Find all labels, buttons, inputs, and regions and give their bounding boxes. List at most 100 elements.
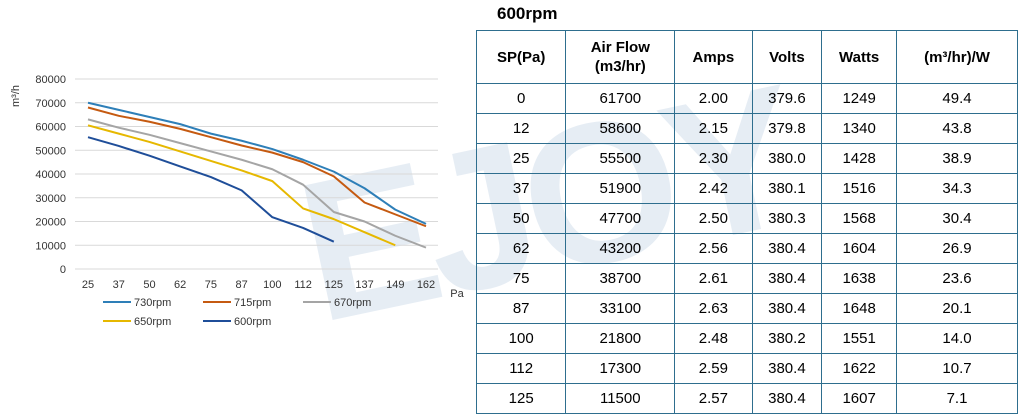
series-line-600rpm	[87, 136, 335, 243]
table-cell: 380.1	[751, 173, 823, 204]
table-cell: 1648	[821, 293, 897, 324]
table-cell: 379.8	[751, 113, 823, 144]
table-cell: 1604	[821, 233, 897, 264]
column-header: Amps	[674, 30, 753, 84]
table-cell: 75	[475, 263, 567, 294]
table-cell: 380.4	[751, 383, 823, 414]
table-row: 100 21800 2.48 380.2 1551 14.0	[475, 323, 1018, 354]
x-tick-label: 149	[386, 279, 404, 291]
table-cell: 87	[475, 293, 567, 324]
table-cell: 1607	[821, 383, 897, 414]
table-row: 112 17300 2.59 380.4 1622 10.7	[475, 353, 1018, 384]
series-line-670rpm	[87, 118, 427, 249]
table-cell: 38.9	[896, 143, 1018, 174]
x-tick-label: 112	[294, 279, 312, 291]
table-cell: 2.57	[674, 383, 753, 414]
table-row: 50 47700 2.50 380.3 1568 30.4	[475, 203, 1018, 234]
table-cell: 2.56	[674, 233, 753, 264]
table-cell: 33100	[565, 293, 676, 324]
table-cell: 1249	[821, 83, 897, 114]
table-cell: 50	[475, 203, 567, 234]
table-cell: 2.61	[674, 263, 753, 294]
table-cell: 1622	[821, 353, 897, 384]
y-tick-label: 50000	[35, 145, 66, 157]
table-cell: 47700	[565, 203, 676, 234]
table-row: 37 51900 2.42 380.1 1516 34.3	[475, 173, 1018, 204]
series-line-715rpm	[87, 106, 427, 228]
y-tick-label: 80000	[35, 74, 66, 86]
table-cell: 30.4	[896, 203, 1018, 234]
table-cell: 58600	[565, 113, 676, 144]
table-cell: 2.59	[674, 353, 753, 384]
legend-label: 730rpm	[134, 297, 171, 309]
table-header-row: SP(Pa) Air Flow (m3/hr) Amps Volts Watts (m³/h…	[475, 30, 1018, 84]
table-cell: 43.8	[896, 113, 1018, 144]
y-tick-label: 70000	[35, 98, 66, 110]
table-cell: 1638	[821, 263, 897, 294]
table-cell: 2.42	[674, 173, 753, 204]
fan-curve-chart: 0 10000 20000 30000 40000 50000 60000 70000 8000…	[10, 74, 465, 328]
table-cell: 23.6	[896, 263, 1018, 294]
x-tick-label: 62	[174, 279, 186, 291]
legend-label: 650rpm	[134, 316, 171, 328]
table-cell: 10.7	[896, 353, 1018, 384]
y-tick-label: 20000	[35, 217, 66, 229]
x-axis-label: Pa	[450, 288, 464, 300]
table-cell: 62	[475, 233, 567, 264]
table-cell: 61700	[565, 83, 676, 114]
table-cell: 1551	[821, 323, 897, 354]
table-cell: 380.4	[751, 263, 823, 294]
x-tick-label: 162	[417, 279, 435, 291]
y-tick-label: 40000	[35, 169, 66, 181]
table-cell: 7.1	[896, 383, 1018, 414]
table-cell: 17300	[565, 353, 676, 384]
x-tick-label: 100	[263, 279, 281, 291]
table-cell: 1340	[821, 113, 897, 144]
legend-label: 715rpm	[234, 297, 271, 309]
column-header: (m³/hr)/W	[896, 30, 1018, 84]
table-cell: 38700	[565, 263, 676, 294]
table-cell: 112	[475, 353, 567, 384]
table-cell: 2.48	[674, 323, 753, 354]
y-tick-label: 10000	[35, 240, 66, 252]
table-cell: 100	[475, 323, 567, 354]
table-cell: 2.30	[674, 143, 753, 174]
table-cell: 380.0	[751, 143, 823, 174]
legend-label: 670rpm	[334, 297, 371, 309]
table-cell: 1428	[821, 143, 897, 174]
table-cell: 380.4	[751, 353, 823, 384]
chart-series-lines	[87, 101, 427, 249]
y-tick-label: 60000	[35, 122, 66, 134]
table-cell: 0	[475, 83, 567, 114]
table-row: 62 43200 2.56 380.4 1604 26.9	[475, 233, 1018, 264]
table-cell: 2.00	[674, 83, 753, 114]
table-cell: 26.9	[896, 233, 1018, 264]
table-title: 600rpm	[497, 4, 558, 23]
table-cell: 11500	[565, 383, 676, 414]
series-line-730rpm	[87, 101, 427, 225]
table-cell: 49.4	[896, 83, 1018, 114]
performance-table: SP(Pa) Air Flow (m3/hr) Amps Volts Watts (m³/h…	[475, 30, 1018, 414]
x-tick-label: 50	[143, 279, 155, 291]
table-cell: 380.3	[751, 203, 823, 234]
table-cell: 43200	[565, 233, 676, 264]
table-cell: 380.2	[751, 323, 823, 354]
x-axis-ticks: 25 37 50 62 75 87 100 112 125 137 149 162	[82, 279, 435, 291]
x-tick-label: 125	[325, 279, 343, 291]
table-cell: 20.1	[896, 293, 1018, 324]
table-row: 12 58600 2.15 379.8 1340 43.8	[475, 113, 1018, 144]
table-cell: 21800	[565, 323, 676, 354]
table-row: 0 61700 2.00 379.6 1249 49.4	[475, 83, 1018, 114]
table-cell: 380.4	[751, 233, 823, 264]
x-tick-label: 25	[82, 279, 94, 291]
table-cell: 34.3	[896, 173, 1018, 204]
table-cell: 12	[475, 113, 567, 144]
table-cell: 2.50	[674, 203, 753, 234]
x-tick-label: 75	[205, 279, 217, 291]
table-cell: 2.15	[674, 113, 753, 144]
table-row: 75 38700 2.61 380.4 1638 23.6	[475, 263, 1018, 294]
column-header: Volts	[751, 30, 823, 84]
table-cell: 380.4	[751, 293, 823, 324]
table-row: 25 55500 2.30 380.0 1428 38.9	[475, 143, 1018, 174]
table-body: 0 61700 2.00 379.6 1249 49.4 12 58600 2.15 379.8 1…	[475, 83, 1018, 414]
